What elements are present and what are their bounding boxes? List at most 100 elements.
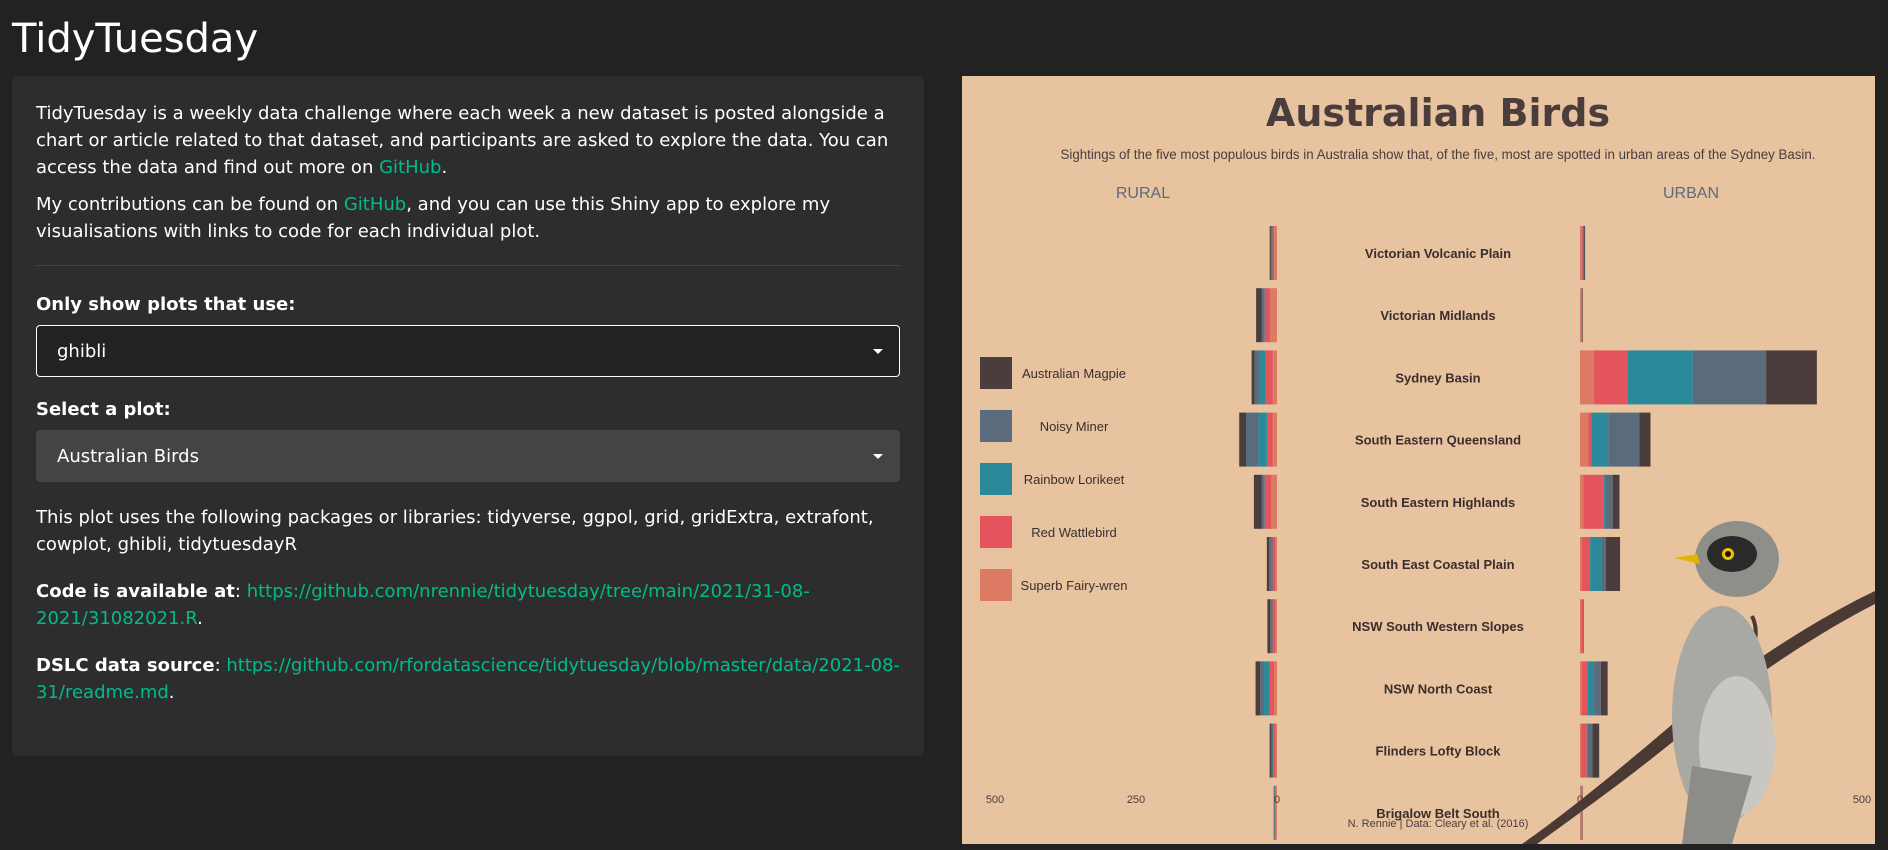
bar-urban <box>1583 226 1585 280</box>
bar-urban <box>1582 288 1583 343</box>
intro-text: TidyTuesday is a weekly data challenge w… <box>36 103 889 178</box>
intro-paragraph-1: TidyTuesday is a weekly data challenge w… <box>36 100 900 181</box>
plot-select-value: Australian Birds <box>57 445 199 467</box>
bar-urban <box>1591 412 1609 467</box>
bar-rural <box>1254 350 1259 405</box>
bar-rural <box>1269 226 1271 280</box>
bar-rural <box>1272 412 1277 467</box>
intro-paragraph-2: My contributions can be found on GitHub,… <box>36 191 900 245</box>
bar-urban <box>1580 288 1582 343</box>
region-label: NSW North Coast <box>1384 681 1493 696</box>
source-label: DSLC data source <box>36 655 215 676</box>
code-label: Code is available at <box>36 581 235 602</box>
bar-rural <box>1266 412 1273 467</box>
legend-swatch <box>980 357 1012 389</box>
source-link[interactable]: https://github.com/rfordatascience/tidyt… <box>36 655 901 703</box>
divider <box>36 265 900 266</box>
bar-urban <box>1580 537 1582 591</box>
plot-select-label: Select a plot: <box>36 399 171 420</box>
filter-label: Only show plots that use: <box>36 294 296 315</box>
bar-rural <box>1266 537 1270 591</box>
bar-urban <box>1766 350 1817 405</box>
bar-rural <box>1272 537 1276 591</box>
tick-label-rural: 500 <box>986 794 1004 806</box>
bar-urban <box>1603 474 1606 529</box>
chevron-down-icon <box>873 349 883 354</box>
bar-urban <box>1692 350 1767 405</box>
packages-text: This plot uses the following packages or… <box>36 507 874 555</box>
bar-urban <box>1580 785 1582 840</box>
tick-label-rural: 250 <box>1127 794 1145 806</box>
bar-urban <box>1582 785 1583 840</box>
bar-urban <box>1588 412 1592 467</box>
bar-rural <box>1264 474 1272 529</box>
region-label: Victorian Volcanic Plain <box>1365 246 1511 261</box>
bar-rural <box>1271 599 1273 654</box>
region-label: Flinders Lofty Block <box>1376 744 1502 759</box>
bar-rural <box>1256 288 1262 343</box>
github-link-data[interactable]: GitHub <box>379 157 442 178</box>
australian-birds-chart: Australian Birds Sightings of the five m… <box>980 91 1875 844</box>
bar-rural <box>1251 350 1255 405</box>
code-line: Code is available at: https://github.com… <box>36 581 810 629</box>
bar-rural <box>1275 723 1277 778</box>
urban-label: URBAN <box>1663 185 1719 202</box>
bar-rural <box>1253 474 1262 529</box>
bar-urban <box>1608 412 1640 467</box>
bar-urban <box>1639 412 1651 467</box>
region-label: Victorian Midlands <box>1380 308 1495 323</box>
bar-rural <box>1263 474 1265 529</box>
bar-urban <box>1592 723 1600 778</box>
legend-label: Red Wattlebird <box>1031 525 1117 540</box>
bar-urban <box>1580 350 1595 405</box>
legend-label: Rainbow Lorikeet <box>1024 472 1125 487</box>
bar-rural <box>1271 474 1277 529</box>
plot-select[interactable]: Australian Birds <box>36 430 900 482</box>
bar-urban <box>1605 474 1613 529</box>
bar-urban <box>1587 661 1595 716</box>
chart-subtitle: Sightings of the five most populous bird… <box>1061 147 1816 162</box>
package-filter-select[interactable]: ghibli <box>36 325 900 377</box>
bar-urban <box>1601 537 1606 591</box>
bar-urban <box>1581 288 1582 343</box>
bar-rural <box>1275 785 1277 840</box>
bar-urban <box>1580 723 1582 778</box>
bar-urban <box>1582 226 1584 280</box>
bar-rural <box>1245 412 1259 467</box>
bar-urban <box>1587 723 1593 778</box>
contrib-text: My contributions can be found on <box>36 194 344 215</box>
bar-rural <box>1274 785 1276 840</box>
bar-urban <box>1581 785 1583 840</box>
legend-label: Noisy Miner <box>1040 419 1109 434</box>
bar-rural <box>1271 226 1273 280</box>
bar-rural <box>1264 288 1271 343</box>
github-link-contributions[interactable]: GitHub <box>343 194 407 215</box>
bar-rural <box>1272 226 1275 280</box>
bar-rural <box>1271 723 1273 778</box>
bar-rural <box>1275 599 1277 654</box>
source-line: DSLC data source: https://github.com/rfo… <box>36 655 901 703</box>
bar-urban <box>1594 661 1601 716</box>
contrib-text-end: , and you can use this Shiny app to expl… <box>36 194 831 242</box>
app-title: TidyTuesday <box>12 16 259 62</box>
legend-label: Superb Fairy-wren <box>1021 578 1128 593</box>
bar-urban <box>1581 537 1591 591</box>
bar-rural <box>1275 785 1276 840</box>
bar-rural <box>1275 537 1277 591</box>
tick-label-urban: 0 <box>1577 794 1583 806</box>
sidebar-panel: TidyTuesday is a weekly data challenge w… <box>12 76 924 756</box>
bar-urban <box>1586 723 1588 778</box>
bar-urban <box>1580 412 1589 467</box>
bar-rural <box>1270 599 1272 654</box>
legend-label: Australian Magpie <box>1022 366 1126 381</box>
bar-urban <box>1581 599 1584 654</box>
bar-rural <box>1271 537 1273 591</box>
bar-rural <box>1269 537 1272 591</box>
bar-urban <box>1590 537 1602 591</box>
region-label: South Eastern Queensland <box>1355 433 1521 448</box>
bar-urban <box>1580 661 1582 716</box>
bar-urban <box>1612 474 1620 529</box>
code-link[interactable]: https://github.com/nrennie/tidytuesday/t… <box>36 581 810 629</box>
bar-rural <box>1263 288 1265 343</box>
bar-rural <box>1265 350 1273 405</box>
